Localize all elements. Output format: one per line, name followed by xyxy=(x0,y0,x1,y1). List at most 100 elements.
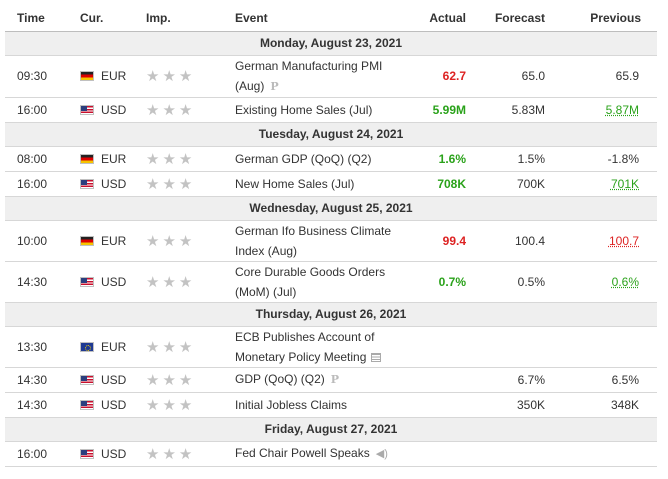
event-name-text[interactable]: German GDP (QoQ) (Q2) xyxy=(235,151,372,166)
event-name-cell[interactable]: German Manufacturing PMI (Aug) P xyxy=(231,55,415,98)
event-row[interactable]: 09:30 EUR ★★★ German Manufacturing PMI (Aug)… xyxy=(5,55,657,98)
event-currency: EUR xyxy=(101,339,127,354)
event-currency: EUR xyxy=(101,69,127,83)
event-previous[interactable]: 5.87M xyxy=(605,102,639,117)
event-time: 14:30 xyxy=(5,261,80,303)
event-name-cell[interactable]: German Ifo Business Climate Index (Aug) xyxy=(231,220,415,262)
event-name-line[interactable]: Index (Aug) xyxy=(235,241,415,261)
event-actual xyxy=(415,326,472,368)
event-previous-cell: 701K xyxy=(555,171,657,197)
event-row[interactable]: 16:00 USD ★★★ New Home Sales (Jul) 708K 700K 7… xyxy=(5,171,657,197)
event-name-cell[interactable]: Core Durable Goods Orders (MoM) (Jul) xyxy=(231,261,415,303)
event-name-cell[interactable]: Fed Chair Powell Speaks ◀) xyxy=(231,441,415,467)
event-time: 16:00 xyxy=(5,171,80,197)
event-previous: 348K xyxy=(610,397,639,412)
event-previous[interactable]: 0.6% xyxy=(611,274,639,289)
event-row[interactable]: 16:00 USD ★★★ Existing Home Sales (Jul) 5.99… xyxy=(5,97,657,123)
economic-calendar-table: Time Cur. Imp. Event Actual Forecast Pre… xyxy=(5,6,657,467)
event-name-line[interactable]: GDP (QoQ) (Q2) P xyxy=(235,369,415,390)
event-name-text[interactable]: German Ifo Business Climate xyxy=(235,223,392,238)
importance-stars-icon: ★★★ xyxy=(146,273,196,291)
event-importance-cell: ★★★ xyxy=(142,97,231,123)
event-name-cell[interactable]: ECB Publishes Account of Monetary Policy … xyxy=(231,326,415,368)
event-name-cell[interactable]: German GDP (QoQ) (Q2) xyxy=(231,146,415,172)
event-name-line[interactable]: (Aug) P xyxy=(235,76,415,97)
event-actual xyxy=(415,441,472,467)
event-forecast: 0.5% xyxy=(472,261,555,303)
event-name-line[interactable]: Monetary Policy Meeting xyxy=(235,347,415,367)
event-name-text[interactable]: Fed Chair Powell Speaks xyxy=(235,446,370,460)
event-currency: EUR xyxy=(101,151,127,166)
event-currency: USD xyxy=(101,397,127,412)
event-previous: 65.9 xyxy=(615,69,639,83)
event-name-text[interactable]: GDP (QoQ) (Q2) xyxy=(235,372,325,386)
importance-stars-icon: ★★★ xyxy=(146,445,196,463)
event-name-text[interactable]: Monetary Policy Meeting xyxy=(235,349,367,364)
event-name-line[interactable]: Existing Home Sales (Jul) xyxy=(235,100,415,120)
event-row[interactable]: 08:00 EUR ★★★ German GDP (QoQ) (Q2) 1.6% 1.5%… xyxy=(5,146,657,172)
event-name-line[interactable]: Initial Jobless Claims xyxy=(235,395,415,415)
event-name-text[interactable]: Core Durable Goods Orders xyxy=(235,264,386,279)
event-name-line[interactable]: Fed Chair Powell Speaks ◀) xyxy=(235,443,415,464)
day-header-date: Friday, August 27, 2021 xyxy=(5,416,657,442)
event-name-line[interactable]: (MoM) (Jul) xyxy=(235,282,415,302)
column-header-event[interactable]: Event xyxy=(231,6,415,32)
importance-stars-icon: ★★★ xyxy=(146,232,196,250)
event-name-text[interactable]: (MoM) (Jul) xyxy=(235,284,297,299)
importance-stars-icon: ★★★ xyxy=(146,68,196,85)
event-row[interactable]: 13:30 EUR ★★★ ECB Publishes Account of Monet… xyxy=(5,326,657,368)
column-header-forecast[interactable]: Forecast xyxy=(472,6,555,32)
event-previous-cell: 0.6% xyxy=(555,261,657,303)
event-name-cell[interactable]: New Home Sales (Jul) xyxy=(231,171,415,197)
column-header-importance[interactable]: Imp. xyxy=(142,6,231,32)
event-row[interactable]: 14:30 USD ★★★ GDP (QoQ) (Q2) P 6.7% 6.5% xyxy=(5,367,657,393)
event-actual xyxy=(415,392,472,418)
column-header-currency[interactable]: Cur. xyxy=(80,6,142,32)
day-header-row: Thursday, August 26, 2021 xyxy=(5,301,657,327)
event-currency-cell: EUR xyxy=(80,146,142,172)
germany-flag-icon xyxy=(80,153,94,164)
event-forecast xyxy=(472,441,555,467)
event-actual: 99.4 xyxy=(415,220,472,262)
event-name-text[interactable]: Index (Aug) xyxy=(235,243,298,258)
event-row[interactable]: 10:00 EUR ★★★ German Ifo Business Climate In… xyxy=(5,220,657,262)
event-name-text[interactable]: ECB Publishes Account of xyxy=(235,329,375,344)
column-header-time[interactable]: Time xyxy=(5,6,80,32)
event-previous-cell: 348K xyxy=(555,392,657,418)
event-name-line[interactable]: New Home Sales (Jul) xyxy=(235,174,415,194)
event-name-line[interactable]: Core Durable Goods Orders xyxy=(235,262,415,282)
event-name-cell[interactable]: GDP (QoQ) (Q2) P xyxy=(231,367,415,393)
event-name-text[interactable]: Existing Home Sales (Jul) xyxy=(235,102,373,117)
event-name-line[interactable]: German Manufacturing PMI xyxy=(235,56,415,76)
event-name-text[interactable]: Initial Jobless Claims xyxy=(235,397,348,412)
event-importance-cell: ★★★ xyxy=(142,367,231,393)
usa-flag-icon xyxy=(80,448,94,459)
event-forecast: 100.4 xyxy=(472,220,555,262)
event-row[interactable]: 14:30 USD ★★★ Initial Jobless Claims 350K 348… xyxy=(5,392,657,418)
event-time: 14:30 xyxy=(5,392,80,418)
event-previous[interactable]: 701K xyxy=(610,176,639,191)
event-actual xyxy=(415,367,472,393)
event-currency-cell: EUR xyxy=(80,55,142,98)
column-header-actual[interactable]: Actual xyxy=(415,6,472,32)
event-previous-cell xyxy=(555,441,657,467)
event-name-text[interactable]: (Aug) xyxy=(235,78,265,93)
event-name-cell[interactable]: Existing Home Sales (Jul) xyxy=(231,97,415,123)
event-actual: 0.7% xyxy=(415,261,472,303)
column-header-previous[interactable]: Previous xyxy=(555,6,657,32)
event-importance-cell: ★★★ xyxy=(142,392,231,418)
event-time: 09:30 xyxy=(5,55,80,98)
event-row[interactable]: 16:00 USD ★★★ Fed Chair Powell Speaks ◀) xyxy=(5,441,657,467)
event-currency-cell: USD xyxy=(80,171,142,197)
event-name-cell[interactable]: Initial Jobless Claims xyxy=(231,392,415,418)
day-header-date: Thursday, August 26, 2021 xyxy=(5,301,657,327)
event-name-line[interactable]: German GDP (QoQ) (Q2) xyxy=(235,149,415,169)
event-name-line[interactable]: German Ifo Business Climate xyxy=(235,221,415,241)
event-row[interactable]: 14:30 USD ★★★ Core Durable Goods Orders (MoM… xyxy=(5,261,657,303)
event-name-text[interactable]: New Home Sales (Jul) xyxy=(235,176,355,191)
event-name-line[interactable]: ECB Publishes Account of xyxy=(235,327,415,347)
event-previous[interactable]: 100.7 xyxy=(608,233,639,248)
event-name-text[interactable]: German Manufacturing PMI xyxy=(235,58,383,73)
day-header-row: Monday, August 23, 2021 xyxy=(5,30,657,56)
event-previous-cell: 5.87M xyxy=(555,97,657,123)
